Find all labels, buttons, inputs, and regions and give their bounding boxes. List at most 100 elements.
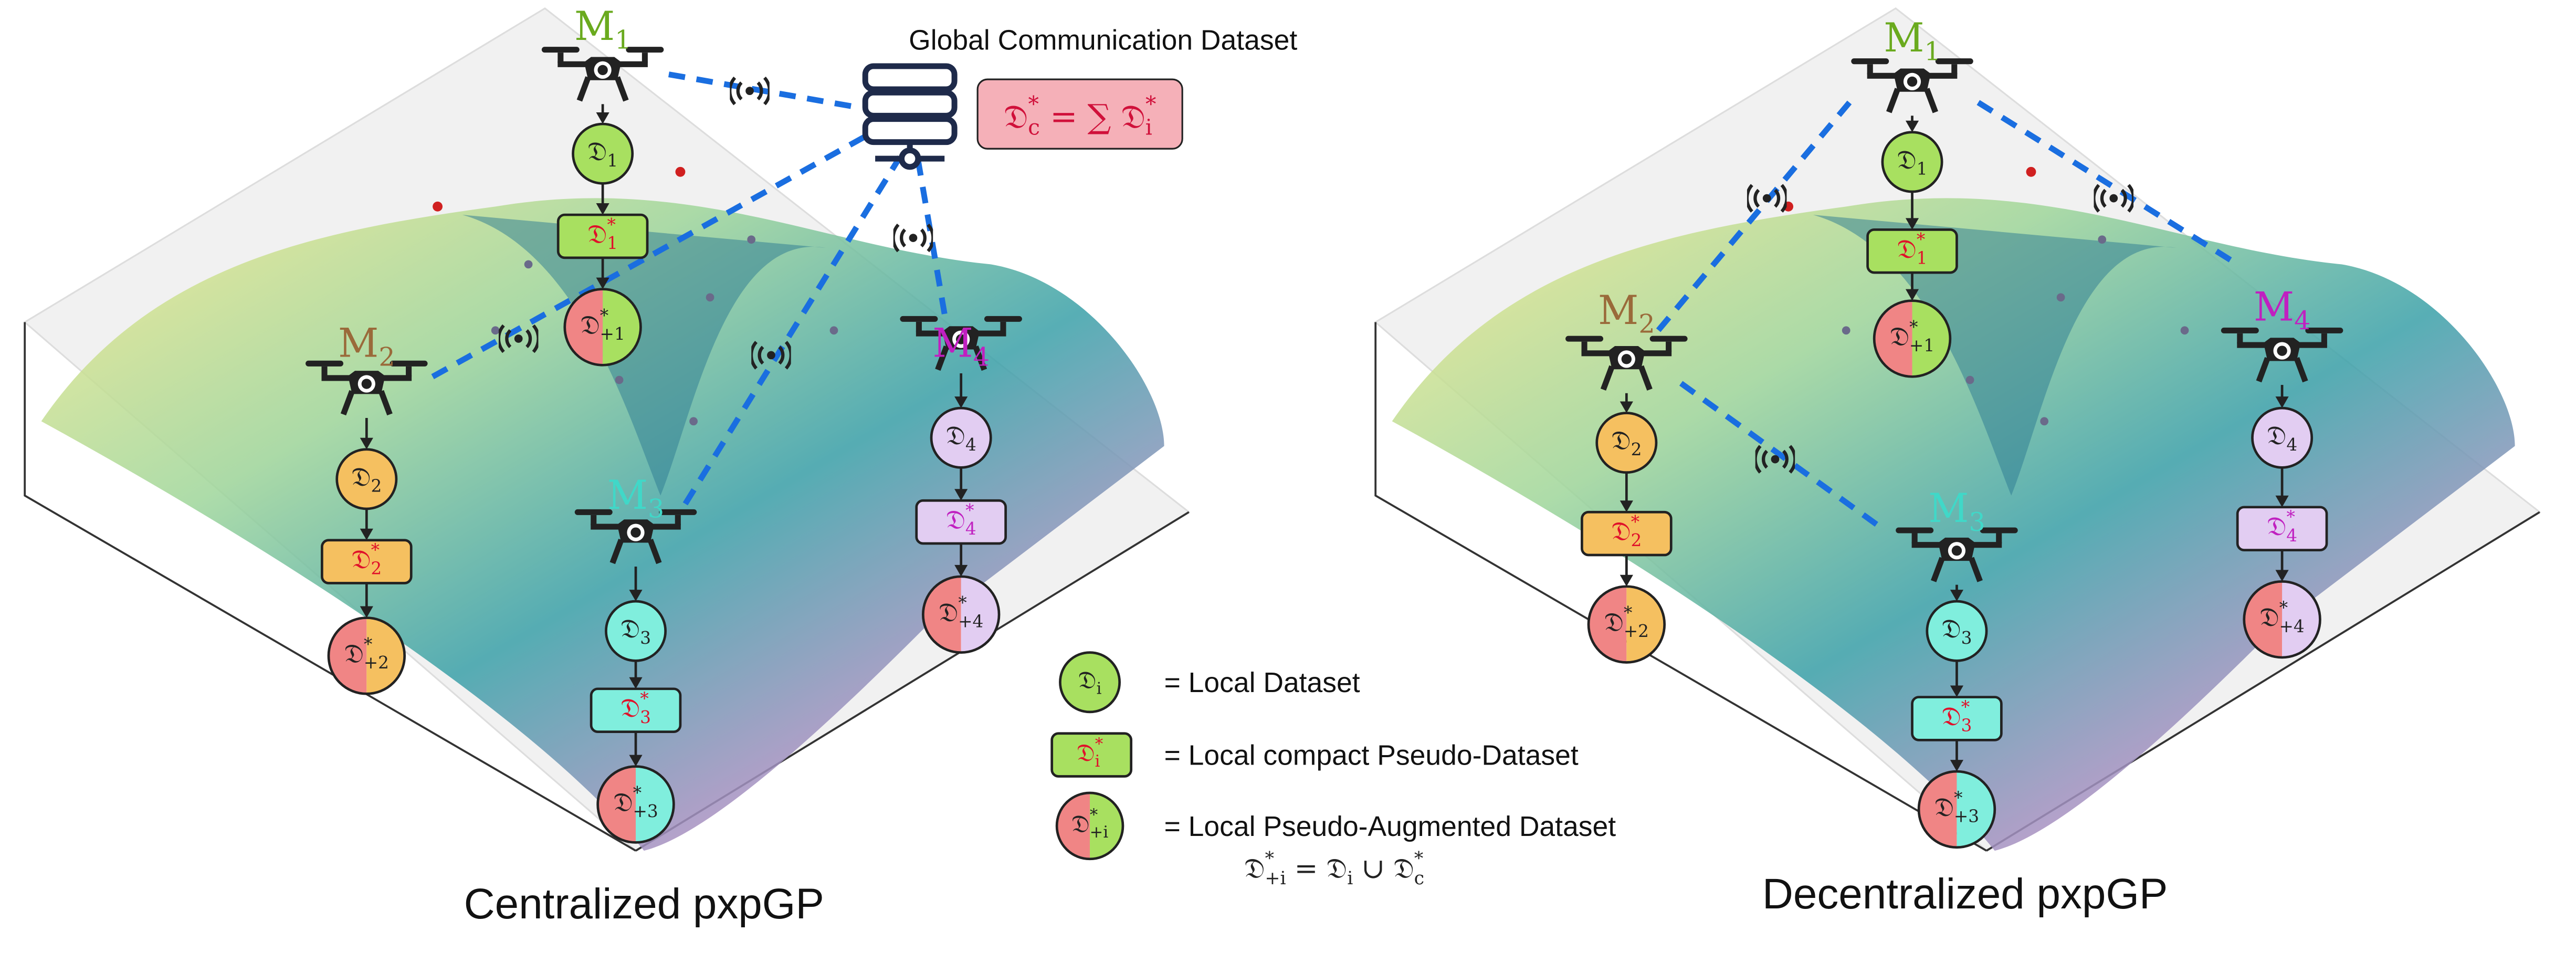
math-base: 𝔇: [1244, 852, 1265, 885]
math-base: 𝔇: [1077, 739, 1095, 768]
math-sup: *: [1265, 848, 1274, 869]
math-base: 𝔇: [1611, 425, 1631, 456]
augmented-node: [596, 765, 675, 844]
math-label: 𝔇3: [621, 613, 651, 648]
half-left: [1874, 300, 1912, 377]
math-sup: *: [1095, 735, 1103, 754]
math-base: M: [1598, 287, 1638, 333]
math-base: 𝔇: [1897, 233, 1917, 264]
node-outline: [1873, 299, 1952, 378]
half-right: [2282, 581, 2320, 658]
arrow-head: [1620, 500, 1633, 512]
math-base: 𝔇: [1071, 810, 1090, 839]
math-label: 𝔇* 2: [351, 540, 382, 578]
arrow-head: [360, 606, 373, 618]
legend-text: = Local Dataset: [1164, 667, 1360, 698]
math-sub: 2: [1638, 308, 1655, 339]
math-sup: *: [1028, 91, 1039, 117]
math-base: 𝔇: [1604, 606, 1624, 637]
augmented-node: [327, 616, 406, 695]
arrow-head: [629, 590, 643, 602]
half-right: [366, 618, 405, 694]
arrow-head: [2275, 396, 2289, 409]
math-label: 𝔇* +3: [1934, 788, 1979, 826]
math-label: M1: [574, 3, 632, 55]
math-label: M2: [1598, 287, 1655, 339]
augmented-node: [563, 288, 642, 367]
math-operator: ∑: [1088, 97, 1111, 135]
math-base: 𝔇: [351, 461, 371, 492]
arrow-head: [360, 528, 373, 540]
math-sub: 4: [2286, 435, 2297, 455]
math-sup: *: [1917, 229, 1925, 249]
math-label: 𝔇2: [1611, 425, 1642, 459]
math-base: M: [574, 3, 615, 49]
half-right: [961, 576, 1000, 653]
arrow-head: [2275, 570, 2289, 582]
augmented-node: [2243, 580, 2321, 659]
math-sub: 3: [1961, 628, 1972, 648]
math-label: 𝔇2: [351, 461, 382, 496]
math-sub: 4: [973, 341, 990, 372]
math-sub: 2: [371, 559, 382, 579]
arrow-head: [596, 277, 609, 289]
node-outline: [2243, 580, 2321, 659]
math-base: M: [607, 473, 648, 519]
half-left: [597, 766, 636, 843]
half-right: [603, 289, 641, 365]
arrow-head: [629, 755, 643, 767]
formula-box: [976, 78, 1183, 150]
legend-pseudo: [1050, 732, 1133, 778]
math-base: M: [1928, 486, 1969, 532]
node-outline: [1917, 770, 1996, 849]
math-base: 𝔇: [621, 693, 640, 724]
pseudo-node: [321, 539, 413, 584]
math-sup: *: [2286, 507, 2295, 527]
math-base: 𝔇: [939, 597, 958, 627]
math-label: 𝔇* 4: [2267, 507, 2297, 546]
arrow-head: [596, 112, 609, 124]
math-sup: *: [371, 540, 380, 560]
math-sub: +4: [958, 611, 983, 631]
node-outline: [596, 765, 675, 844]
math-label: 𝔇* +i = 𝔇i ∪ 𝔇* c: [1244, 848, 1424, 888]
math-operator: ∪: [1361, 852, 1385, 885]
arrow-head: [954, 396, 968, 409]
math-base: 𝔇: [580, 309, 600, 340]
math-sup: *: [600, 306, 608, 326]
math-label: 𝔇* 2: [1611, 512, 1642, 550]
math-sup: *: [640, 689, 648, 709]
math-sub: i: [1097, 679, 1102, 698]
math-sub: +3: [633, 801, 658, 821]
math-sub: 2: [378, 341, 395, 372]
math-base: 𝔇: [2267, 511, 2286, 542]
math-label: M3: [1928, 486, 1985, 537]
augmented-node: [1055, 791, 1124, 861]
half-right: [1090, 792, 1123, 859]
arrow-head: [360, 437, 373, 449]
math-label: 𝔇* +1: [1890, 317, 1934, 355]
half-right: [636, 766, 674, 843]
math-sub: +i: [1090, 823, 1109, 842]
math-sub: 1: [1925, 36, 1941, 66]
math-sub: 2: [371, 476, 382, 496]
math-label: 𝔇* 1: [587, 215, 618, 253]
node-outline: [327, 616, 406, 695]
arrow-head: [1905, 218, 1919, 230]
math-sub: 1: [615, 24, 631, 55]
math-label: 𝔇* +i: [1071, 806, 1108, 842]
math-label: 𝔇4: [2267, 420, 2297, 455]
arrow-head: [629, 677, 643, 689]
math-label: M1: [1884, 15, 1941, 66]
math-sub: 4: [2294, 305, 2310, 336]
math-sup: *: [364, 634, 372, 654]
math-sub: +3: [1954, 807, 1979, 826]
math-label: 𝔇* 1: [1897, 229, 1928, 268]
augmented-node: [1587, 585, 1666, 664]
math-sub: i: [1095, 752, 1100, 771]
math-sup: *: [1145, 91, 1156, 117]
math-sup: *: [1961, 697, 1970, 717]
node-outline: [563, 288, 642, 367]
math-operator: =: [1295, 852, 1318, 885]
math-label: M4: [2254, 284, 2311, 336]
